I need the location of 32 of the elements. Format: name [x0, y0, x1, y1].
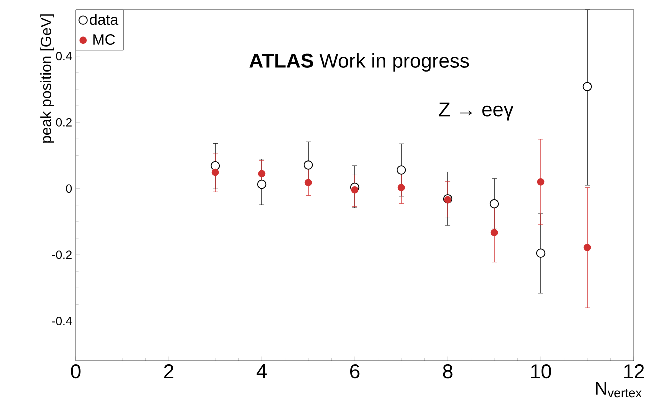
point	[584, 244, 592, 252]
point	[210, 161, 220, 171]
point	[212, 168, 220, 176]
y-tick-label: -0.4	[52, 317, 72, 326]
x-tick-label: 8	[443, 364, 453, 379]
x-tick-label: 2	[164, 364, 174, 378]
point	[537, 178, 545, 186]
x-tick-label: 10	[531, 364, 552, 379]
legend-label: data	[90, 14, 119, 26]
legend-label: MC	[94, 34, 116, 46]
y-tick-label: 0.2	[56, 118, 72, 127]
y-tick-label: 0.4	[56, 52, 72, 61]
point	[582, 82, 592, 92]
y-axis-title: peak position [GeV]	[40, 14, 54, 143]
x-tick-label: 4	[256, 364, 267, 378]
y-tick-label: 0	[66, 184, 72, 194]
x-tick-label: 12	[624, 364, 644, 378]
point	[304, 179, 312, 186]
x-axis-title: N$_{vertex}$	[596, 382, 642, 398]
point	[536, 248, 546, 258]
point	[351, 186, 359, 194]
point	[257, 180, 267, 190]
point	[490, 199, 500, 209]
point	[396, 166, 406, 175]
annotation: Z → eeγ	[439, 102, 514, 121]
point	[490, 229, 498, 236]
y-tick-label: -0.2	[52, 250, 72, 260]
point	[258, 170, 266, 178]
x-tick-label: 6	[350, 364, 360, 379]
point	[304, 160, 314, 170]
point	[398, 184, 406, 192]
annotation: ATLAS Work in progress	[250, 53, 470, 72]
